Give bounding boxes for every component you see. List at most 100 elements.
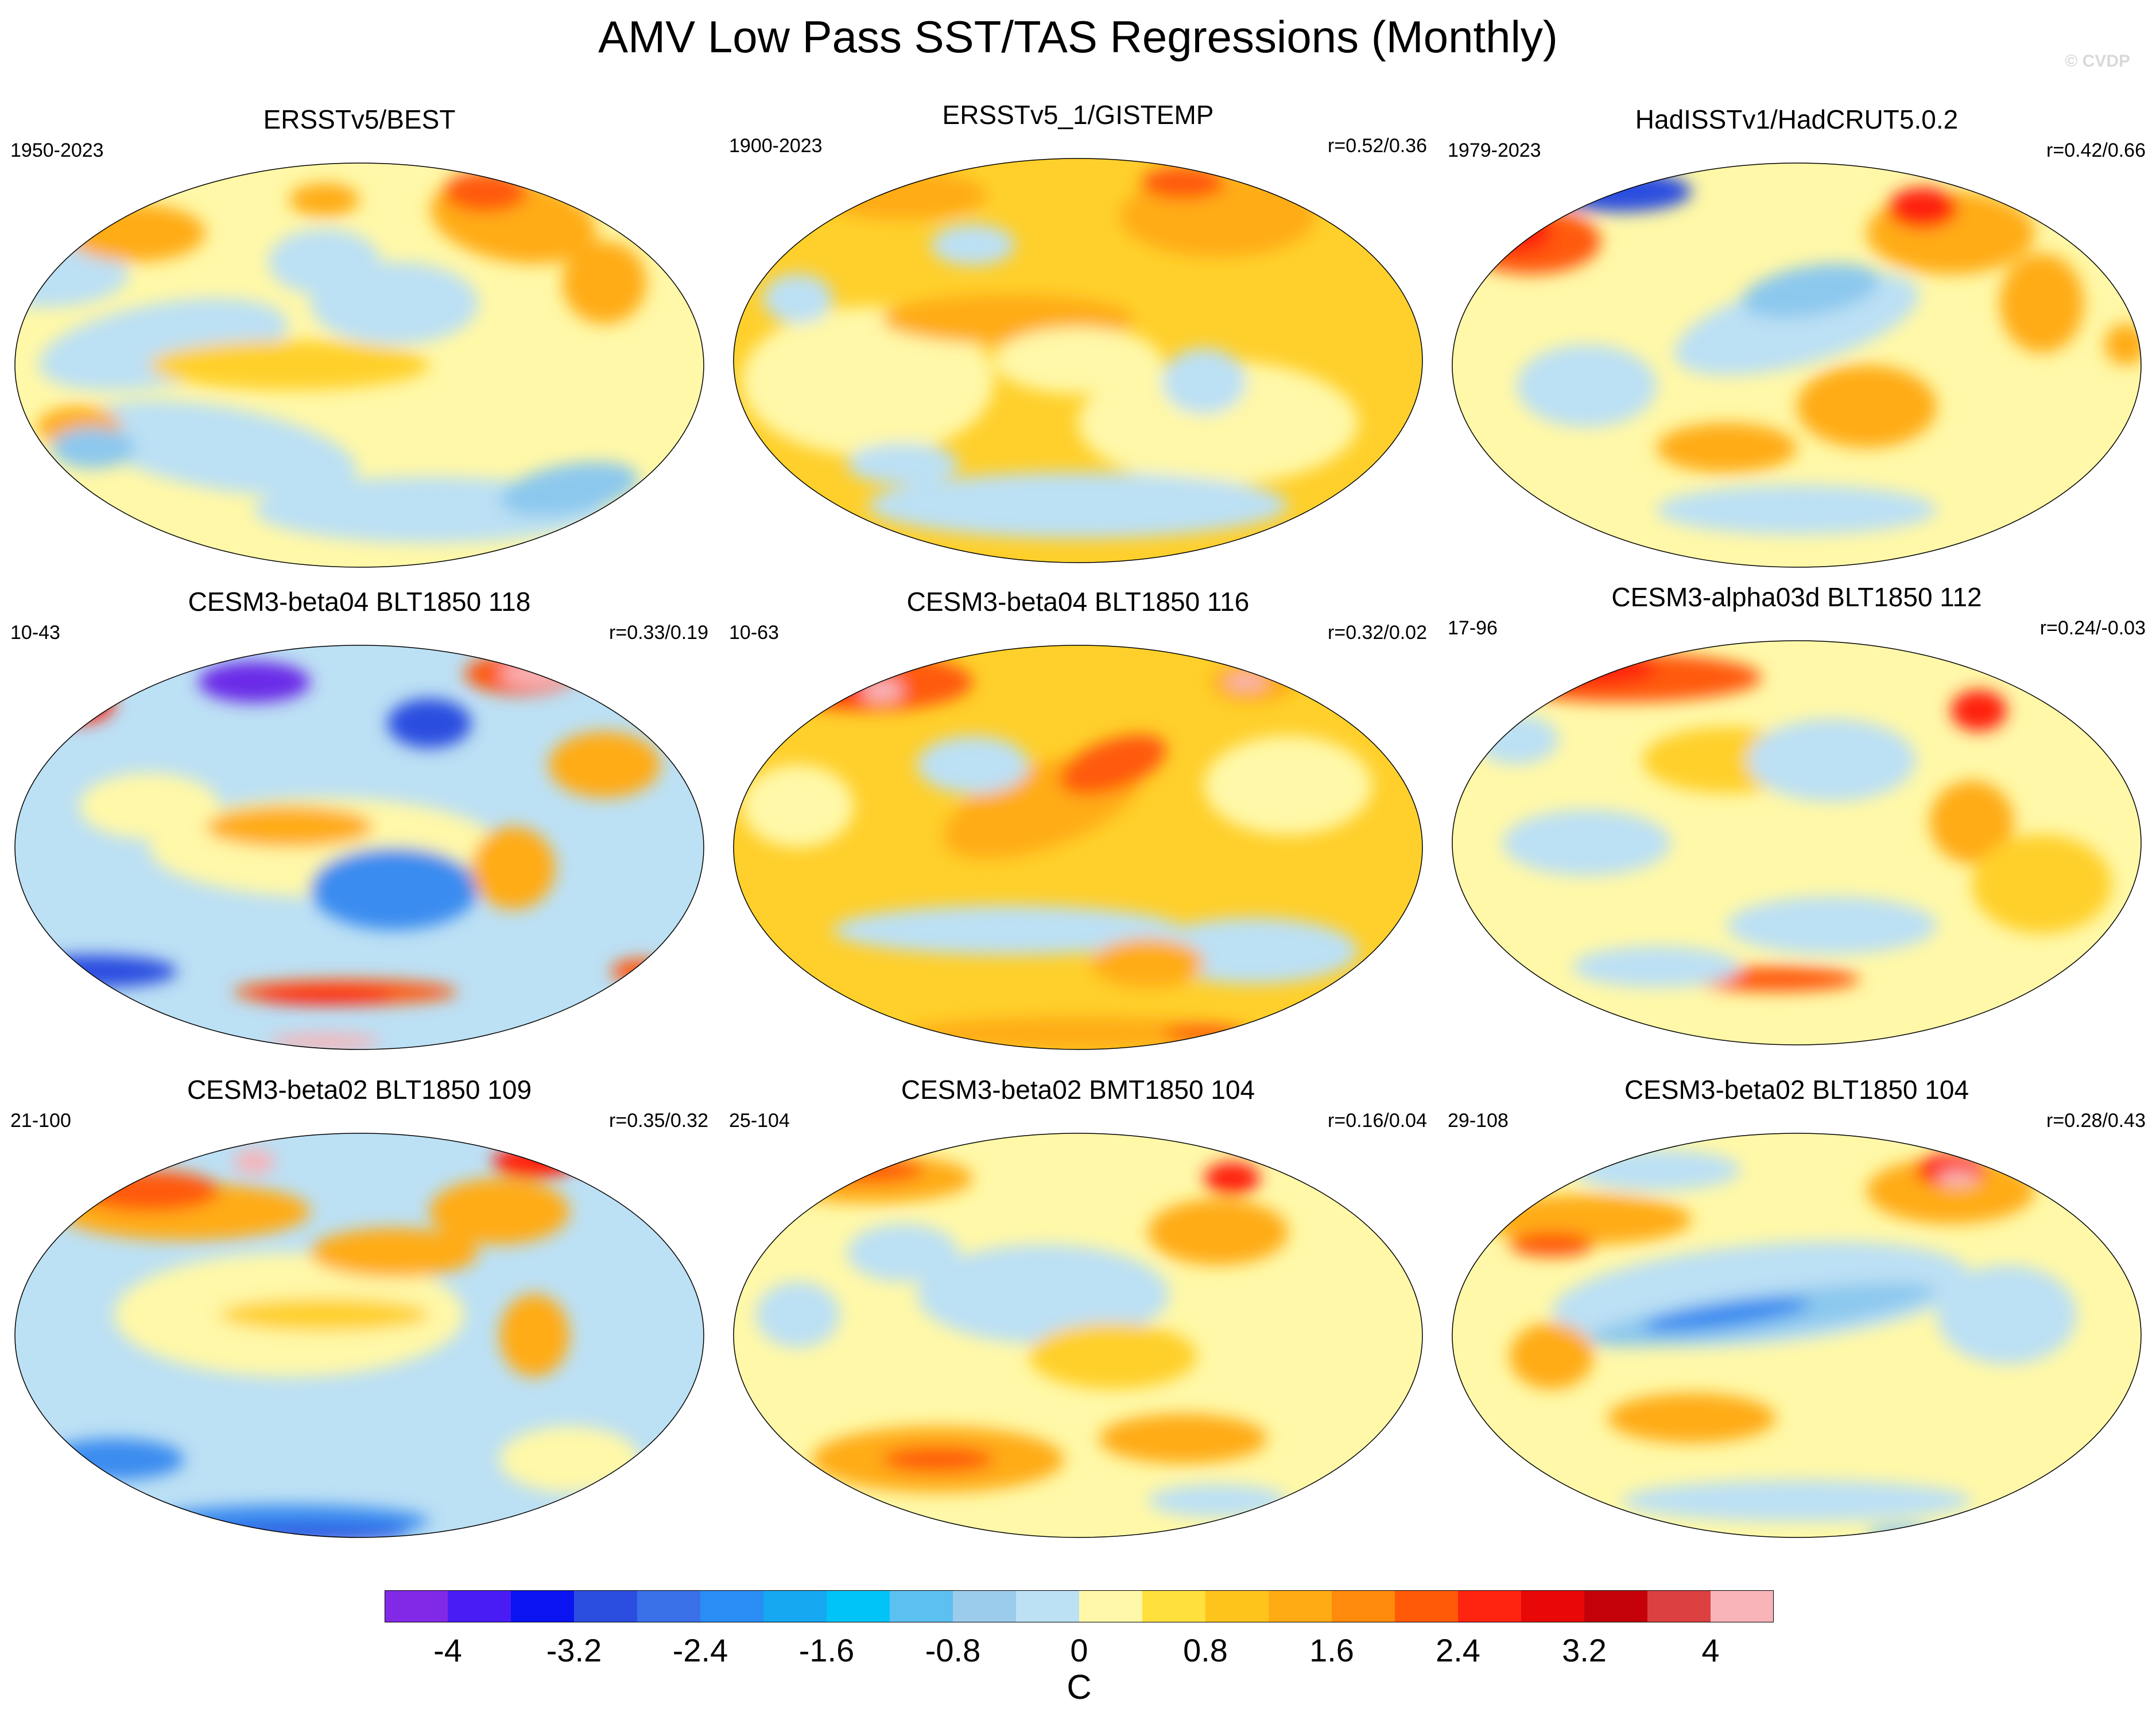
anomaly-region — [1887, 187, 1958, 229]
anomaly-region — [1517, 652, 1657, 686]
world-map — [1447, 158, 2147, 575]
anomaly-region — [1797, 365, 1937, 448]
map-outline — [1452, 162, 2142, 568]
coastline — [1643, 387, 1706, 427]
panel-years: 21-100 — [10, 1110, 71, 1132]
panel-title: CESM3-beta02 BLT1850 104 — [1624, 1075, 1969, 1105]
map-outline — [733, 158, 1423, 563]
anomaly-region — [868, 472, 1288, 539]
colorbar-tick-label: -4 — [433, 1632, 462, 1668]
world-map — [1447, 1129, 2147, 1545]
anomaly-region — [44, 682, 114, 723]
anomaly-region — [1474, 714, 1559, 765]
map-panel: ERSSTv5_1/GISTEMP 1900-2023 r=0.52/0.36 — [719, 99, 1437, 581]
anomaly-region — [79, 1170, 219, 1211]
world-map-svg — [1452, 1133, 2142, 1538]
anomaly-region — [79, 773, 219, 839]
anomaly-region — [233, 1149, 276, 1175]
world-map-svg — [14, 645, 704, 1050]
anomaly-region — [1509, 1323, 1594, 1389]
colorbar: -4 -3.2 -2.4 -1.6 -0.8 0 0.8 1.6 2.4 3.2 4 C — [385, 1590, 1774, 1711]
colorbar-frame — [385, 1590, 1774, 1622]
colorbar-swatch — [1584, 1590, 1648, 1622]
colorbar-swatch — [890, 1590, 953, 1622]
coastline — [205, 869, 269, 909]
world-map — [1447, 636, 2147, 1052]
anomaly-region — [847, 1223, 959, 1282]
anomaly-region — [562, 241, 647, 324]
anomaly-region — [742, 307, 994, 456]
colorbar-tick-label: -3.2 — [546, 1632, 602, 1668]
colorbar-tick-label: -2.4 — [672, 1632, 728, 1668]
map-outline — [733, 1133, 1423, 1538]
world-map — [728, 1129, 1428, 1545]
anomaly-region — [1482, 1195, 1692, 1245]
coastline — [205, 1357, 269, 1397]
anomaly-region — [882, 1447, 994, 1472]
coastline — [1880, 809, 1954, 958]
coastline — [1880, 1302, 1954, 1451]
map-panel: CESM3-beta04 BLT1850 118 10-43 r=0.33/0.… — [0, 586, 719, 1068]
anomaly-region — [149, 340, 429, 390]
map-outline — [14, 1133, 704, 1538]
panel-title: CESM3-beta04 BLT1850 116 — [906, 587, 1250, 617]
anomaly-region — [1643, 1297, 1810, 1332]
panel-correlation: r=0.24/-0.03 — [2039, 617, 2146, 639]
panel-title: CESM3-beta02 BMT1850 104 — [901, 1075, 1255, 1105]
anomaly-region — [930, 224, 1015, 266]
map-outline — [733, 645, 1423, 1050]
anomaly-region — [1141, 166, 1226, 200]
anomaly-region — [1742, 263, 1880, 318]
anomaly-region — [917, 735, 1029, 794]
panel-correlation: r=0.32/0.02 — [1328, 622, 1427, 644]
map-panel: HadISSTv1/HadCRUT5.0.2 1979-2023 r=0.42/… — [1437, 103, 2156, 586]
colorbar-tick-label: 0 — [1070, 1632, 1088, 1668]
anomaly-region — [994, 327, 1162, 394]
anomaly-region — [429, 1178, 569, 1245]
anomaly-region — [492, 1145, 577, 1179]
colorbar-swatch — [637, 1590, 701, 1622]
colorbar-swatch — [1395, 1590, 1459, 1622]
world-map-svg — [14, 162, 704, 568]
map-panel: CESM3-beta02 BMT1850 104 25-104 r=0.16/0… — [719, 1074, 1437, 1556]
anomaly-region — [1951, 690, 2007, 731]
colorbar-swatch — [1647, 1590, 1711, 1622]
anomaly-region — [847, 443, 959, 485]
panel-years: 1950-2023 — [10, 140, 104, 161]
anomaly-region — [499, 1426, 639, 1493]
world-map — [9, 158, 709, 575]
anomaly-region — [1078, 361, 1358, 485]
anomaly-region — [812, 1157, 924, 1183]
panel-years: 10-63 — [729, 622, 779, 644]
anomaly-region — [1937, 1265, 2077, 1365]
colorbar-swatches — [385, 1590, 1774, 1622]
map-outline — [14, 162, 704, 568]
anomaly-region — [268, 228, 381, 295]
anomaly-region — [1162, 348, 1246, 415]
world-map-svg — [1452, 640, 2142, 1045]
coastline — [1643, 865, 1706, 905]
world-map-svg — [733, 1133, 1423, 1538]
panel-years: 1979-2023 — [1448, 140, 1541, 161]
world-map-svg — [14, 1133, 704, 1538]
colorbar-swatch — [385, 1590, 448, 1622]
map-background — [734, 645, 1422, 1049]
map-panel: CESM3-beta02 BLT1850 104 29-108 r=0.28/0… — [1437, 1074, 2156, 1556]
anomaly-region — [1727, 896, 1937, 955]
map-outline — [14, 645, 704, 1050]
anomaly-region — [198, 1525, 409, 1537]
coastline — [1162, 814, 1235, 963]
anomaly-region — [1509, 1232, 1594, 1257]
map-panel: CESM3-beta04 BLT1850 116 10-63 r=0.32/0.… — [719, 586, 1437, 1068]
colorbar-swatch — [1269, 1590, 1332, 1622]
colorbar-tick-label: -0.8 — [925, 1632, 981, 1668]
anomaly-region — [742, 765, 854, 847]
anomaly-region — [205, 806, 374, 847]
coastline — [924, 1357, 987, 1397]
colorbar-swatch — [448, 1590, 511, 1622]
anomaly-region — [1092, 938, 1204, 988]
anomaly-region — [254, 987, 394, 1005]
anomaly-region — [387, 698, 472, 749]
anomaly-region — [1572, 946, 1741, 987]
panel-title: CESM3-alpha03d BLT1850 112 — [1611, 582, 1982, 612]
